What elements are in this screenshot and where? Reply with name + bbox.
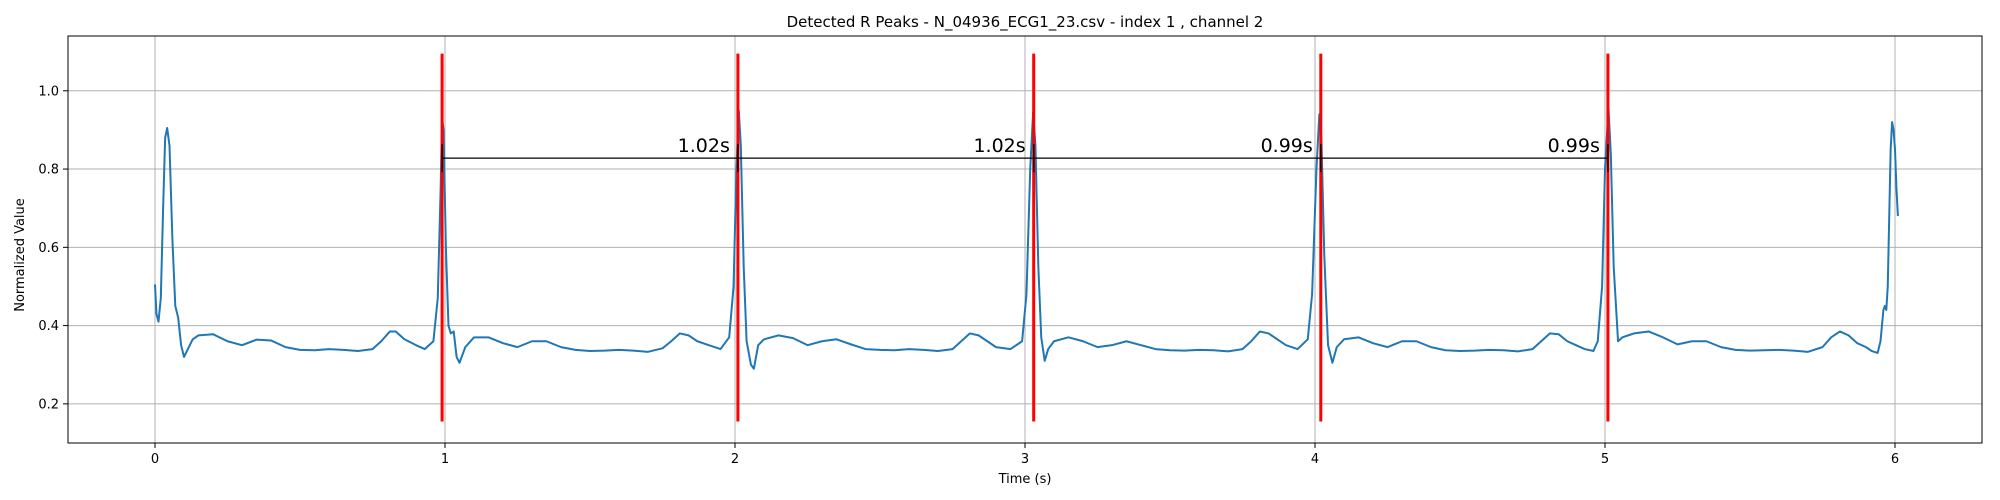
y-tick-label: 0.6 (38, 241, 59, 256)
x-axis-ticks: 0 1 2 3 4 5 6 (151, 443, 1899, 467)
rr-interval: 1.02s (441, 135, 739, 173)
y-axis-label: Normalized Value (13, 198, 28, 312)
rr-interval-label: 1.02s (973, 135, 1025, 157)
x-tick-label: 4 (1311, 452, 1319, 467)
rr-interval-label: 0.99s (1548, 135, 1600, 157)
rr-interval: 0.99s (1320, 135, 1609, 173)
x-tick-label: 3 (1021, 452, 1029, 467)
x-tick-label: 2 (731, 452, 739, 467)
y-tick-label: 1.0 (38, 84, 59, 99)
y-tick-label: 0.2 (38, 397, 59, 412)
rr-interval: 1.02s (737, 135, 1035, 173)
x-tick-label: 5 (1601, 452, 1609, 467)
ecg-signal-line (154, 107, 1899, 370)
r-peak-markers (440, 53, 1610, 422)
chart-title: Detected R Peaks - N_04936_ECG1_23.csv -… (787, 13, 1264, 32)
grid (68, 36, 1982, 443)
x-tick-label: 6 (1891, 452, 1899, 467)
rr-interval-label: 0.99s (1261, 135, 1313, 157)
x-tick-label: 0 (151, 452, 159, 467)
rr-interval: 0.99s (1033, 135, 1322, 173)
y-tick-label: 0.4 (38, 319, 59, 334)
signal-layer (154, 107, 1899, 370)
rr-interval-annotations: 1.02s 1.02s 0.99s 0.99s (441, 135, 1609, 173)
y-axis-ticks: 0.2 0.4 0.6 0.8 1.0 (38, 84, 68, 412)
y-tick-label: 0.8 (38, 163, 59, 178)
x-axis-label: Time (s) (998, 472, 1052, 487)
rr-interval-label: 1.02s (678, 135, 730, 157)
x-tick-label: 1 (441, 452, 449, 467)
